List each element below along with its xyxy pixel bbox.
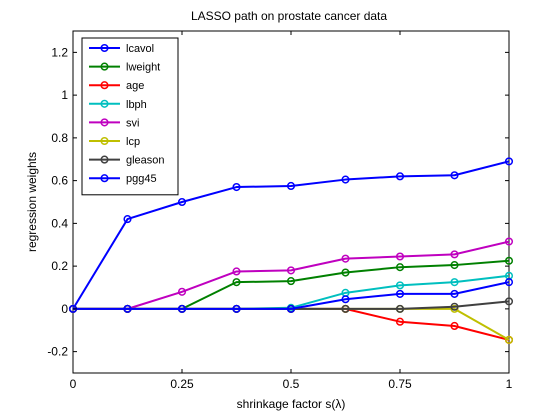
legend-label: pgg45: [126, 173, 157, 185]
legend-item-pgg45: pgg45: [89, 173, 157, 185]
x-tick-label: 0.5: [283, 377, 300, 391]
x-tick-label: 1: [506, 377, 513, 391]
legend-label: lbph: [126, 99, 147, 111]
data-point: [395, 263, 405, 272]
data-point: [504, 157, 514, 166]
data-point: [450, 171, 459, 180]
data-point: [450, 289, 459, 298]
legend-swatch-marker: [100, 99, 109, 108]
legend-swatch-marker: [100, 136, 109, 146]
data-point: [450, 321, 459, 331]
series-line-pgg45: [73, 281, 510, 310]
data-point: [232, 278, 241, 287]
data-point: [177, 197, 187, 207]
legend-swatch-marker: [100, 62, 109, 71]
series-line-lcavol: [72, 160, 510, 310]
legend-item-svi: svi: [89, 117, 139, 129]
legend-label: lweight: [126, 62, 160, 74]
data-point: [232, 267, 241, 276]
series-pgg45: [68, 278, 514, 313]
x-tick-label: 0.25: [170, 377, 194, 391]
legend: lcavol lweight age lbph svi lcp gleason pgg45: [81, 37, 179, 196]
series-lcavol: [68, 157, 514, 313]
x-tick-label: 0.75: [388, 377, 412, 391]
data-point: [232, 182, 241, 192]
y-tick-label: 0.4: [51, 216, 68, 230]
data-point: [395, 252, 405, 261]
y-tick-label: 1.2: [51, 45, 68, 59]
data-point: [286, 304, 296, 313]
y-tick-label: -0.2: [47, 345, 68, 359]
data-point: [395, 289, 405, 298]
x-tick-label: 0: [70, 377, 77, 391]
x-axis-label: shrinkage factor s(λ): [237, 397, 346, 411]
legend-swatch-marker: [100, 155, 109, 164]
legend-item-lweight: lweight: [89, 62, 160, 74]
legend-item-age: age: [89, 80, 144, 92]
data-point: [450, 261, 459, 270]
data-point: [504, 256, 514, 265]
chart-title: LASSO path on prostate cancer data: [191, 9, 387, 23]
data-point: [450, 250, 459, 259]
legend-box: [81, 37, 179, 196]
data-point: [286, 266, 296, 275]
y-tick-label: 0.2: [51, 259, 68, 273]
data-point: [123, 304, 132, 313]
data-point: [395, 317, 405, 326]
legend-label: svi: [126, 117, 139, 129]
series-layer: [68, 157, 514, 344]
y-tick-label: 1: [61, 88, 68, 102]
data-point: [232, 304, 241, 313]
data-point: [450, 278, 459, 287]
series-line-svi: [73, 240, 510, 310]
data-point: [341, 175, 350, 184]
data-point: [395, 281, 405, 290]
data-point: [504, 237, 514, 246]
legend-item-lcavol: lcavol: [89, 43, 154, 55]
y-tick-label: 0.8: [51, 131, 68, 145]
data-point: [341, 295, 350, 304]
legend-swatch-marker: [100, 43, 109, 53]
data-point: [395, 172, 405, 181]
data-point: [286, 181, 296, 191]
data-point: [286, 277, 296, 286]
y-tick-label: 0: [61, 302, 68, 316]
legend-label: lcp: [126, 136, 140, 148]
data-point: [504, 278, 514, 287]
data-point: [341, 304, 350, 313]
legend-item-lbph: lbph: [89, 99, 147, 111]
data-point: [177, 304, 187, 313]
data-point: [504, 297, 514, 306]
y-axis-label: regression weights: [25, 152, 39, 252]
legend-swatch-marker: [100, 174, 109, 183]
legend-label: gleason: [126, 155, 165, 167]
legend-item-lcp: lcp: [89, 136, 140, 148]
data-point: [450, 302, 459, 311]
data-point: [341, 254, 350, 263]
legend-label: age: [126, 80, 144, 92]
data-point: [395, 304, 405, 313]
legend-swatch-marker: [100, 118, 109, 127]
data-point: [123, 215, 132, 224]
y-tick-label: 0.6: [51, 174, 68, 188]
data-point: [341, 268, 350, 277]
legend-swatch-marker: [100, 81, 109, 90]
legend-item-gleason: gleason: [89, 155, 165, 167]
legend-label: lcavol: [126, 43, 154, 55]
data-point: [504, 335, 514, 344]
axes-layer: 0 0.25 0.5 0.75 1 -0.2 0 0.2 0.4 0.6 0.8 1 1.2: [47, 31, 513, 391]
data-point: [177, 287, 187, 296]
